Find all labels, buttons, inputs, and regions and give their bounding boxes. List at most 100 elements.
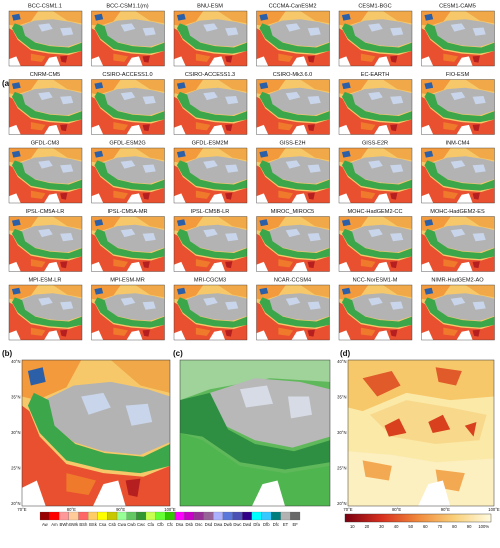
legend-label: BSh: [79, 522, 88, 527]
legend-swatch: [184, 511, 195, 521]
model-title: NCC-NorESM1-M: [353, 277, 398, 283]
model-map: [174, 285, 247, 340]
map-frame: [173, 79, 248, 135]
model-map: [91, 11, 165, 66]
model-map: [9, 216, 82, 272]
map-frame: [338, 10, 413, 67]
map-frame: [338, 147, 413, 204]
lon-label: 70°E: [17, 507, 26, 512]
lon-label: 70°E: [343, 507, 352, 512]
model-map: [421, 148, 495, 203]
model-map: [174, 148, 247, 203]
legend-label: BSk: [89, 522, 98, 527]
map-frame: [421, 147, 495, 204]
legend-swatch: [107, 511, 118, 521]
lat-label: 35°N: [337, 395, 346, 400]
model-title: CNRM-CM5: [30, 72, 60, 78]
legend-swatch: [136, 511, 147, 521]
model-title: EC-EARTH: [361, 72, 390, 78]
model-title: GFDL-ESM2M: [192, 140, 229, 146]
legend-label: Cwb: [127, 522, 136, 527]
model-map: [339, 285, 412, 340]
model-map: [256, 79, 330, 135]
legend-label: Cwc: [137, 522, 145, 527]
map-frame: [91, 10, 165, 67]
legend-label: Csa: [99, 522, 107, 527]
map-d: [348, 360, 494, 506]
model-map: [421, 216, 495, 272]
map-frame: [338, 79, 413, 135]
model-map: [339, 216, 412, 272]
model-map: [421, 285, 495, 340]
lon-label: 80°E: [67, 507, 76, 512]
legend-label: Dfc: [273, 522, 279, 527]
legend-label: Dwa: [214, 522, 223, 527]
model-title: CESM1-CAM5: [439, 3, 476, 9]
lat-label: 20°N: [337, 501, 346, 506]
model-title: MPI-ESM-MR: [110, 277, 145, 283]
map-frame: [8, 79, 83, 135]
map-frame: [256, 284, 330, 341]
model-title: GFDL-ESM2G: [109, 140, 145, 146]
panel-label: (b): [2, 349, 13, 358]
colorbar-label: 40: [394, 524, 399, 529]
lon-label: 90°E: [116, 507, 125, 512]
model-map: [256, 216, 330, 272]
map-frame: [256, 10, 330, 67]
model-map: [421, 79, 495, 135]
map-frame: [338, 216, 413, 272]
map-frame: [8, 284, 83, 341]
lon-label: 100°E: [164, 507, 176, 512]
map-frame: [256, 79, 330, 135]
legend-swatch: [126, 511, 137, 521]
legend-label: Dwd: [243, 522, 252, 527]
legend-swatch: [39, 511, 50, 521]
map-frame: [91, 284, 165, 341]
legend-swatch: [203, 511, 214, 521]
map-frame: [8, 10, 83, 67]
legend-swatch: [116, 511, 127, 521]
legend-swatch: [88, 511, 98, 521]
legend-label: BWh: [60, 522, 70, 527]
model-title: CSIRO-ACCESS1.0: [102, 72, 152, 78]
lat-label: 20°N: [11, 501, 20, 506]
legend-swatch: [213, 511, 224, 521]
legend-label: Am: [51, 522, 58, 527]
map-frame: [256, 216, 330, 272]
lon-label: 100°E: [488, 507, 500, 512]
map-frame: [256, 147, 330, 204]
lat-label: 25°N: [11, 466, 20, 471]
model-map: [421, 11, 495, 66]
lat-label: 40°N: [11, 359, 20, 364]
map-frame: [421, 284, 495, 341]
panel-label: (a): [2, 79, 12, 88]
legend-swatch: [280, 511, 291, 521]
model-title: MIROC_MIROC5: [271, 209, 315, 215]
lat-label: 30°N: [337, 430, 346, 435]
model-title: CESM1-BGC: [358, 3, 391, 9]
model-title: IPSL-CM5A-MR: [107, 209, 147, 215]
legend-label: Cfb: [157, 522, 164, 527]
legend-swatch: [242, 511, 252, 521]
model-title: CSIRO-Mk3.6.0: [273, 72, 312, 78]
map-frame: [179, 359, 331, 507]
model-title: IPSL-CM5B-LR: [191, 209, 230, 215]
map-frame: [8, 147, 83, 204]
legend-swatch: [49, 511, 60, 521]
model-title: MPI-ESM-LR: [29, 277, 62, 283]
model-title: BNU-ESM: [197, 3, 223, 9]
model-title: FIO-ESM: [446, 72, 470, 78]
legend-swatch: [59, 511, 69, 521]
model-title: BCC-CSM1.1: [28, 3, 62, 9]
colorbar-label: 50: [408, 524, 413, 529]
legend-label: Dsa: [176, 522, 184, 527]
legend-swatch: [261, 511, 272, 521]
map-frame: [421, 216, 495, 272]
lat-label: 25°N: [337, 466, 346, 471]
model-title: INM-CM4: [446, 140, 470, 146]
map-frame: [21, 359, 171, 507]
colorbar-label: 90: [467, 524, 472, 529]
legend-label: Dsb: [186, 522, 194, 527]
colorbar-label: 20: [365, 524, 370, 529]
legend-swatch: [97, 511, 108, 521]
